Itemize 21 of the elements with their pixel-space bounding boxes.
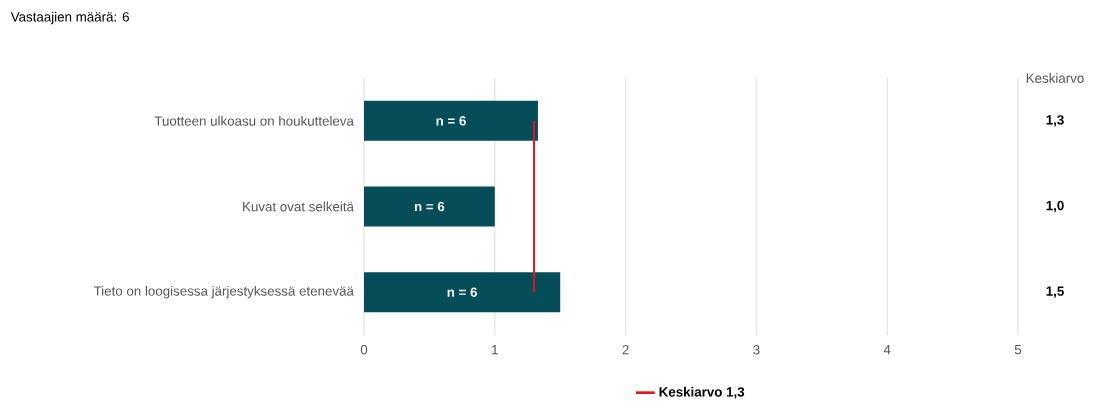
x-tick-label: 1	[492, 345, 498, 355]
data-label: 1,3	[1046, 115, 1064, 127]
y-tick-label: Kuvat ovat selkeitä	[243, 201, 354, 212]
y2-axis-title: Keskiarvo	[1026, 73, 1084, 83]
bar	[364, 100, 538, 141]
annotation: n = 6	[436, 116, 466, 126]
data-label: 1,0	[1046, 200, 1064, 213]
x-tick-label: 0	[360, 345, 368, 355]
x-tick-label: 4	[883, 345, 891, 355]
annotation: n = 6	[447, 287, 477, 297]
y-tick-label: Tuotteen ulkoasu on houkutteleva	[154, 115, 354, 126]
x-tick-label: 3	[753, 345, 760, 355]
bar	[364, 272, 561, 313]
annotation: n = 6	[414, 201, 445, 212]
legend-label: Keskiarvo 1,3	[659, 386, 745, 399]
data-label: 1,5	[1046, 286, 1064, 298]
y-tick-label: Tieto on loogisessa järjestyksessä etenevää	[93, 285, 354, 299]
bar	[364, 186, 495, 227]
x-tick-label: 5	[1014, 345, 1022, 355]
text: Vastaajien määrä: 6	[10, 11, 129, 25]
x-tick-label: 2	[622, 345, 629, 355]
